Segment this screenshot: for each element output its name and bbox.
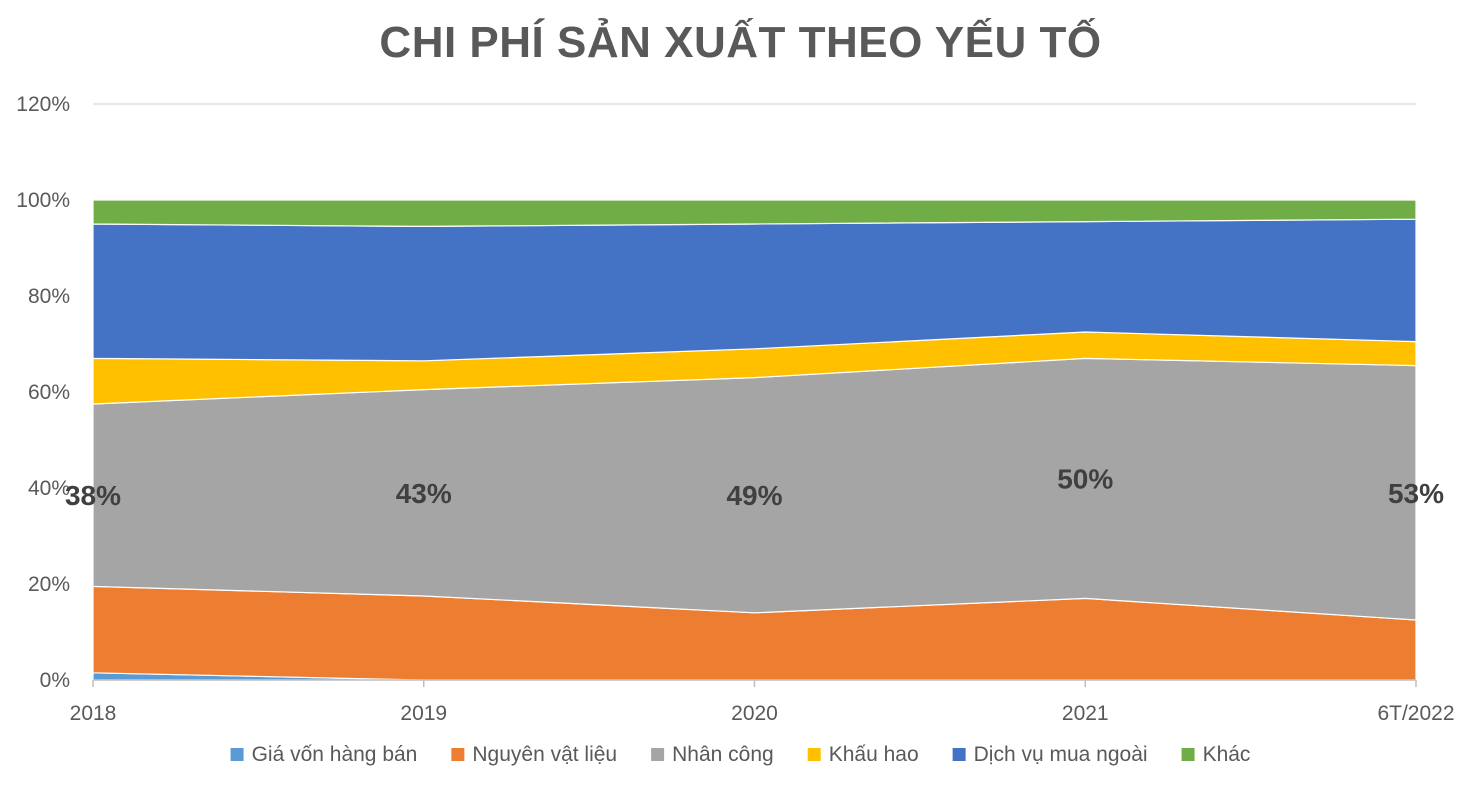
data-label: 49%: [726, 480, 782, 511]
legend-swatch: [451, 748, 465, 761]
y-tick-label: 120%: [16, 93, 70, 116]
y-tick-label: 0%: [40, 669, 70, 692]
x-tick-label: 2020: [731, 702, 778, 725]
legend-swatch: [1181, 748, 1195, 761]
data-label: 53%: [1388, 478, 1444, 509]
x-tick-label: 2019: [400, 702, 447, 725]
data-labels: 38% 43% 49% 50% 53%: [65, 463, 1444, 511]
data-label: 38%: [65, 480, 121, 511]
legend-swatch: [807, 748, 821, 761]
chart-title: CHI PHÍ SẢN XUẤT THEO YẾU TỐ: [379, 18, 1102, 67]
x-tick-label: 6T/2022: [1377, 702, 1454, 725]
legend-swatch: [952, 748, 966, 761]
legend-label: Nguyên vật liệu: [472, 743, 617, 766]
legend-label: Dịch vụ mua ngoài: [974, 743, 1148, 766]
y-tick-label: 40%: [28, 477, 70, 500]
y-tick-label: 20%: [28, 573, 70, 596]
data-label: 50%: [1057, 463, 1113, 494]
x-tick-label: 2021: [1062, 702, 1109, 725]
x-tick-label: 2018: [70, 702, 117, 725]
area-khac: [92, 199, 1417, 227]
y-tick-label: 60%: [28, 381, 70, 404]
y-tick-label: 80%: [28, 285, 70, 308]
axes: 0% 20% 40% 60% 80% 100% 120% 2018 2019 2020 2021 6T…: [16, 93, 1454, 725]
legend: Giá vốn hàng bán Nguyên vật liệu Nhân công…: [230, 743, 1251, 766]
legend-swatch: [651, 748, 665, 761]
data-label: 43%: [396, 478, 452, 509]
legend-label: Khác: [1203, 743, 1251, 766]
legend-label: Khấu hao: [829, 743, 919, 766]
legend-label: Giá vốn hàng bán: [252, 743, 418, 766]
legend-label: Nhân công: [672, 743, 774, 766]
area-series: [92, 199, 1417, 681]
y-tick-label: 100%: [16, 189, 70, 212]
legend-swatch: [230, 748, 244, 761]
